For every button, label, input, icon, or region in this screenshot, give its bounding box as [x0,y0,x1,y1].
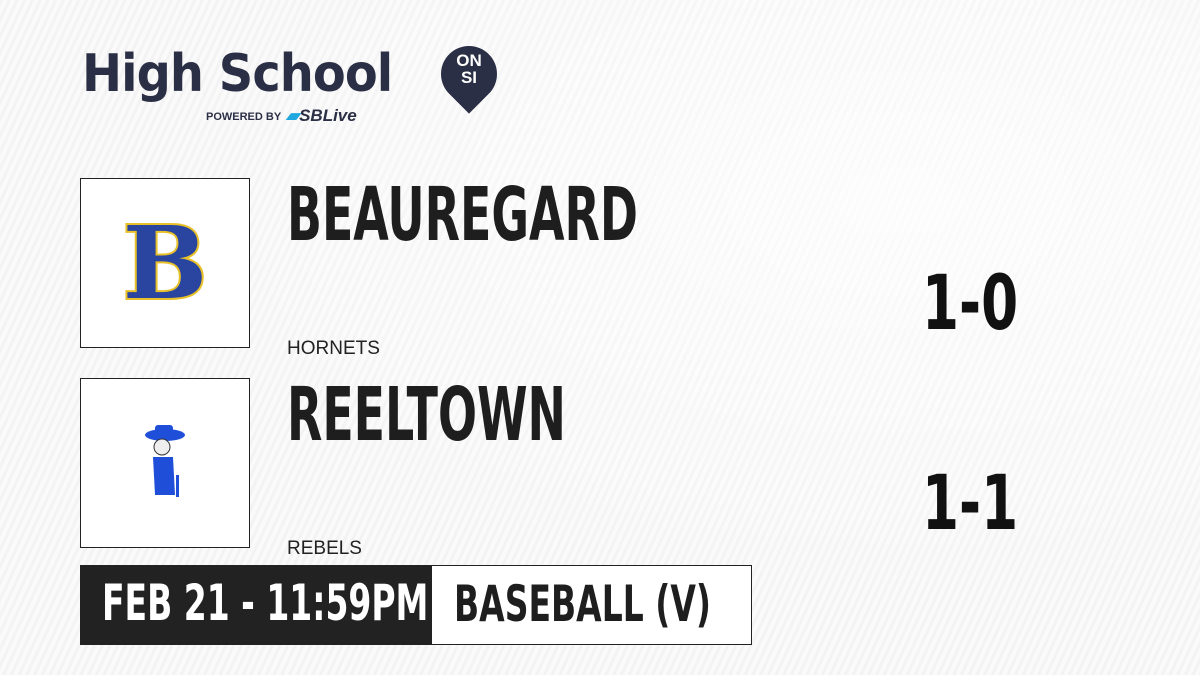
game-datetime: FEB 21 - 11:59PM [102,574,429,632]
badge-bottom: SI [460,68,478,87]
sport-label: BASEBALL (V) [454,575,711,633]
team-logo-beauregard: B [80,178,250,348]
team-name: REELTOWN [287,372,566,458]
team-name: BEAUREGARD [287,172,638,258]
letter-b-logo-icon: B [121,213,210,313]
team-logo-reeltown [80,378,250,548]
on-si-badge: ON SI [441,52,497,86]
game-datetime-box: FEB 21 - 11:59PM [80,565,432,645]
sport-box: BASEBALL (V) [431,565,752,645]
team-record: 1-0 [922,258,1019,347]
powered-by: POWERED BY [206,111,282,123]
rebel-colonel-icon [145,425,185,497]
sblive-logo: ▰SBLive [286,106,357,126]
team-mascot: HORNETS [287,338,380,359]
brand-title: High School [82,44,393,104]
sblive-mark-icon: ▰ [286,106,300,125]
badge-top: ON [456,51,482,70]
team-record: 1-1 [922,458,1019,547]
svg-text:B: B [123,213,208,313]
partner-name: SBLive [299,106,357,125]
team-mascot: REBELS [287,538,362,559]
